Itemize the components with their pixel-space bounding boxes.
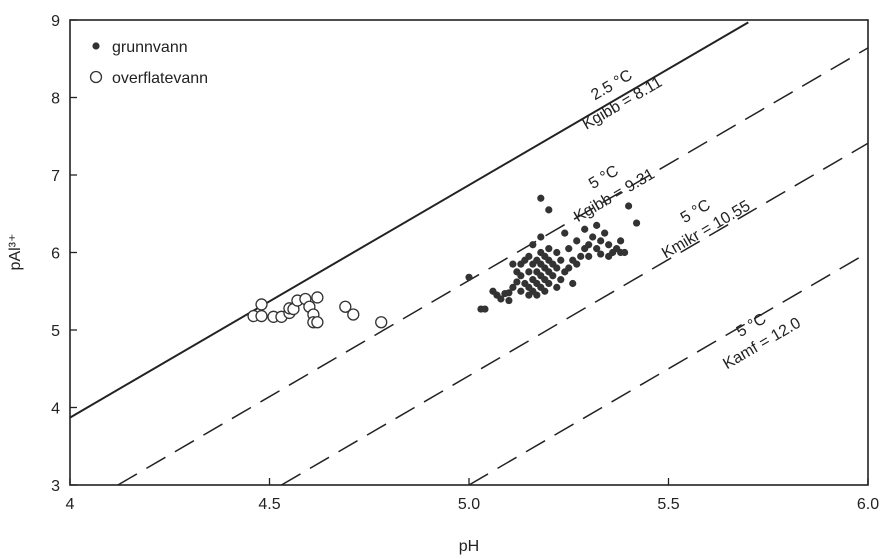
plot-frame — [69, 19, 869, 486]
overflatevann-point — [255, 298, 268, 311]
x-tick-label: 4 — [66, 496, 75, 513]
grunnvann-point — [465, 273, 473, 281]
grunnvann-point — [513, 278, 521, 286]
overflatevann-point — [347, 308, 360, 321]
grunnvann-point — [517, 287, 525, 295]
grunnvann-point — [565, 245, 573, 253]
legend-label-grunnvann: grunnvann — [112, 39, 188, 56]
grunnvann-point — [517, 272, 525, 280]
overflatevann-point — [339, 300, 352, 313]
grunnvann-point — [545, 245, 553, 253]
grunnvann-point — [601, 229, 609, 237]
dashed-reference-line — [281, 142, 869, 486]
grunnvann-point — [529, 241, 537, 249]
grunnvann-point — [545, 279, 553, 288]
legend-marker-grunnvann — [92, 42, 100, 50]
grunnvann-point — [589, 233, 597, 241]
grunnvann-point — [605, 241, 613, 249]
grunnvann-point — [505, 289, 513, 297]
grunnvann-point — [573, 237, 581, 245]
grunnvann-point — [557, 276, 565, 284]
grunnvann-point — [497, 295, 505, 303]
grunnvann-point — [581, 225, 589, 233]
y-tick-label: 3 — [51, 478, 60, 495]
solid-reference-line — [69, 21, 749, 419]
y-tick-label: 6 — [51, 246, 60, 263]
grunnvann-point — [577, 252, 585, 260]
y-tick-label: 4 — [51, 401, 60, 418]
grunnvann-point — [509, 260, 517, 268]
grunnvann-point — [593, 245, 601, 253]
x-tick-label: 4.5 — [258, 496, 280, 513]
legend-marker-overflatevann — [89, 70, 103, 84]
grunnvann-point — [505, 296, 513, 305]
grunnvann-point — [537, 194, 545, 202]
y-axis-title: pAl³⁺ — [7, 234, 24, 271]
x-tick-label: 5.5 — [657, 496, 679, 513]
grunnvann-point — [525, 252, 533, 260]
grunnvann-point — [585, 241, 593, 249]
grunnvann-point — [553, 264, 561, 272]
data-points — [247, 194, 641, 329]
grunnvann-point — [569, 279, 577, 288]
reference-lines — [69, 21, 869, 486]
grunnvann-point — [565, 264, 573, 272]
overflatevann-point — [375, 316, 388, 329]
grunnvann-point — [525, 268, 533, 276]
grunnvann-point — [549, 272, 557, 280]
grunnvann-point — [593, 221, 601, 229]
y-tick-label: 9 — [51, 13, 60, 30]
dashed-reference-line — [117, 47, 869, 486]
overflatevann-point — [311, 316, 324, 329]
y-tick-label: 8 — [51, 91, 60, 108]
legend-label-overflatevann: overflatevann — [112, 70, 208, 87]
dashed-reference-line — [468, 251, 869, 486]
grunnvann-point — [553, 283, 561, 291]
grunnvann-point — [625, 202, 633, 210]
grunnvann-point — [585, 252, 593, 260]
y-tick-label: 5 — [51, 323, 60, 340]
grunnvann-point — [553, 248, 561, 257]
grunnvann-point — [621, 248, 629, 257]
grunnvann-point — [541, 287, 549, 295]
grunnvann-point — [545, 206, 553, 214]
x-axis-title: pH — [459, 538, 479, 555]
grunnvann-point — [632, 219, 641, 227]
grunnvann-point — [533, 291, 541, 299]
grunnvann-point — [561, 229, 569, 237]
y-tick-label: 7 — [51, 168, 60, 185]
legend: grunnvann overflatevann — [89, 39, 208, 87]
overflatevann-point — [311, 291, 324, 304]
grunnvann-point — [509, 283, 517, 291]
grunnvann-point — [597, 250, 605, 258]
grunnvann-point — [537, 233, 545, 241]
grunnvann-point — [557, 256, 565, 264]
grunnvann-point — [573, 260, 581, 268]
x-tick-label: 5.0 — [458, 496, 480, 513]
grunnvann-point — [481, 305, 489, 313]
x-tick-label: 6.0 — [857, 496, 879, 513]
grunnvann-point — [597, 237, 605, 245]
grunnvann-point — [617, 237, 625, 245]
overflatevann-point — [255, 309, 268, 323]
